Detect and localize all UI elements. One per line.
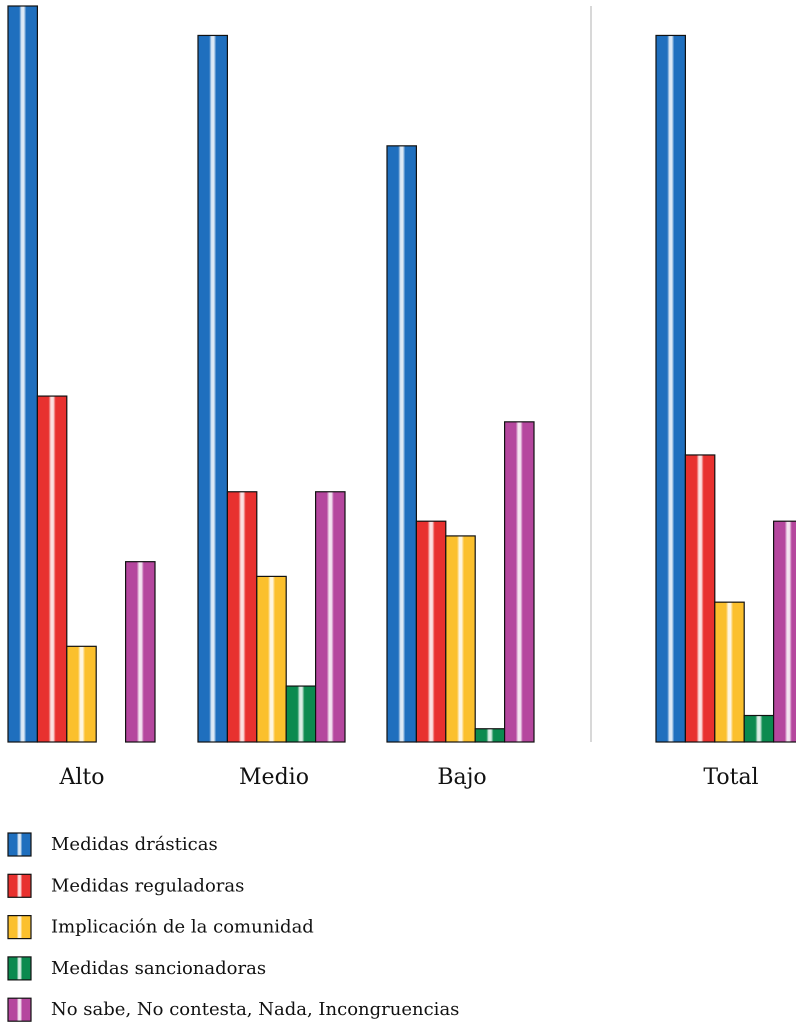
bar-medio-medidas-drasticas <box>197 34 228 743</box>
bar-medio-implicacion-de-la-comunidad <box>256 575 287 743</box>
bar-alto-medidas-drasticas <box>7 5 38 743</box>
bar-total-medidas-sancionadoras <box>743 714 775 743</box>
legend-label: Medidas sancionadoras <box>51 958 266 979</box>
legend-item-medidas-sancionadoras: Medidas sancionadoras <box>7 956 266 981</box>
bar-bajo-no-sabe-no-contesta-nada-incongruencias <box>504 421 535 743</box>
category-label-medio: Medio <box>239 765 309 790</box>
legend-label: Medidas reguladoras <box>51 875 244 896</box>
legend-item-implicacion-de-la-comunidad: Implicación de la comunidad <box>7 914 314 940</box>
bar-alto-medidas-reguladoras <box>36 395 68 743</box>
legend-item-no-sabe-no-contesta-nada-incongruencias: No sabe, No contesta, Nada, Incongruenci… <box>7 997 459 1022</box>
legend-swatch <box>7 956 32 981</box>
legend: Medidas drásticas Medidas reguladoras Impl… <box>7 832 459 1022</box>
legend-swatch <box>7 832 32 857</box>
legend-swatch <box>7 997 32 1022</box>
bar-bajo-medidas-reguladoras <box>415 520 447 743</box>
bar-total-no-sabe-no-contesta-nada-incongruencias <box>772 520 796 743</box>
legend-swatch <box>7 914 32 940</box>
legend-swatch <box>7 873 32 898</box>
bar-medio-medidas-reguladoras <box>226 491 258 743</box>
legend-label: Implicación de la comunidad <box>51 917 314 938</box>
legend-item-medidas-reguladoras: Medidas reguladoras <box>7 873 244 898</box>
bar-medio-no-sabe-no-contesta-nada-incongruencias <box>315 491 346 743</box>
bar-bajo-medidas-drasticas <box>386 145 417 743</box>
category-label-alto: Alto <box>58 765 104 790</box>
bar-bajo-implicacion-de-la-comunidad <box>445 535 476 743</box>
category-label-bajo: Bajo <box>437 765 486 790</box>
legend-label: No sabe, No contesta, Nada, Incongruenci… <box>51 999 459 1020</box>
bar-bajo-medidas-sancionadoras <box>474 728 506 743</box>
bars-layer <box>7 5 796 743</box>
legend-label: Medidas drásticas <box>51 834 218 855</box>
legend-item-medidas-drasticas: Medidas drásticas <box>7 832 218 857</box>
bar-total-implicacion-de-la-comunidad <box>714 601 745 743</box>
bar-alto-implicacion-de-la-comunidad <box>66 645 97 743</box>
bar-alto-no-sabe-no-contesta-nada-incongruencias <box>124 561 156 743</box>
category-label-total: Total <box>703 765 758 790</box>
bar-medio-medidas-sancionadoras <box>285 685 317 743</box>
category-labels: Alto Medio Bajo Total <box>58 765 758 790</box>
bar-total-medidas-reguladoras <box>684 454 716 743</box>
bar-total-medidas-drasticas <box>655 34 686 743</box>
